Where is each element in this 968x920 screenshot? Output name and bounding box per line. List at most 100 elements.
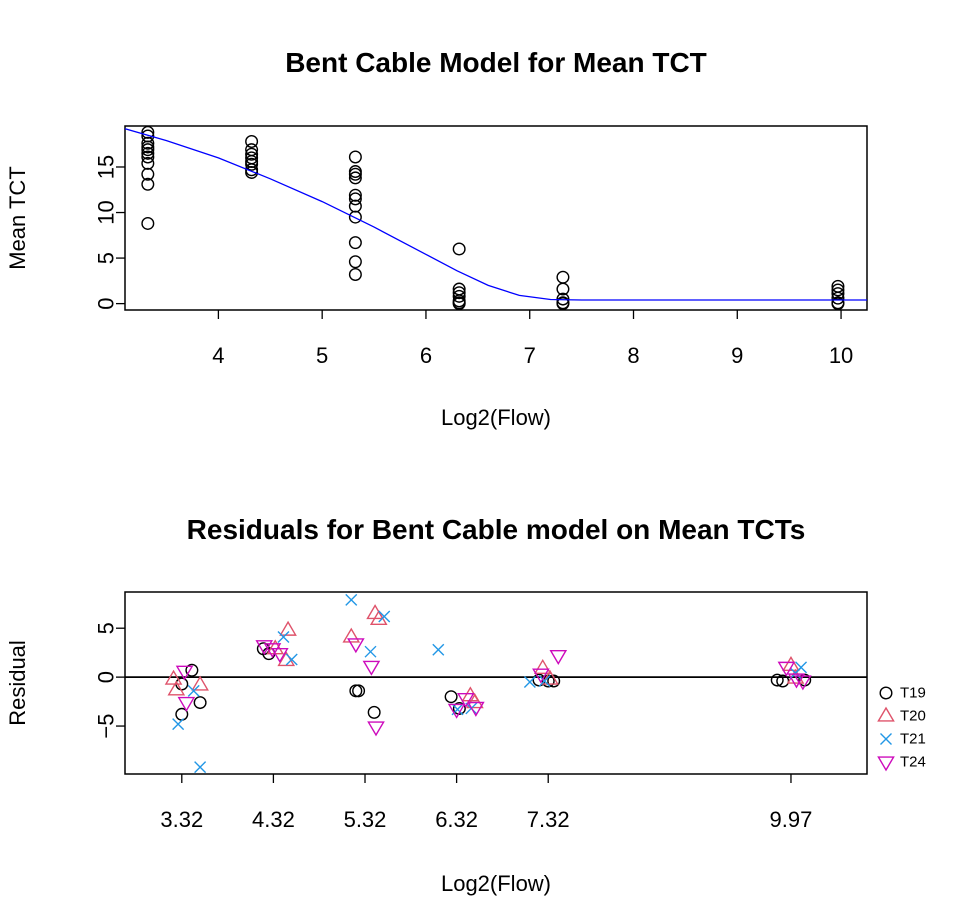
y-tick-label: 15 xyxy=(94,155,119,179)
x-tick-label: 5 xyxy=(316,343,328,368)
data-point xyxy=(444,690,458,704)
top-plot-marks xyxy=(124,125,867,311)
data-point xyxy=(378,610,391,623)
data-point xyxy=(452,289,466,303)
data-point xyxy=(342,627,361,643)
data-point xyxy=(345,593,358,606)
series-t21 xyxy=(172,593,808,774)
x-tick-label: 4.32 xyxy=(252,807,295,832)
data-point xyxy=(367,705,381,719)
data-point xyxy=(831,297,845,311)
data-point xyxy=(556,282,570,296)
data-point xyxy=(263,643,282,659)
legend-label: T19 xyxy=(900,685,926,702)
bottom-plot-frame xyxy=(124,591,868,775)
data-point xyxy=(141,136,155,150)
y-tick-label: 10 xyxy=(94,200,119,224)
series-t20 xyxy=(164,604,805,709)
data-point xyxy=(348,255,362,269)
data-point xyxy=(556,270,570,284)
data-point xyxy=(245,157,259,171)
y-tick-label: 0 xyxy=(94,671,119,683)
data-point xyxy=(141,143,155,157)
data-point xyxy=(831,291,845,305)
data-point xyxy=(277,651,296,667)
x-tick-label: 3.32 xyxy=(160,807,203,832)
top-chart: Bent Cable Model for Mean TCT 0 5 10 15 4 5 6… xyxy=(5,47,868,430)
data-point xyxy=(245,147,259,161)
data-point xyxy=(549,649,568,665)
data-point xyxy=(285,653,298,666)
series-t24 xyxy=(175,638,812,737)
x-tick-label: 10 xyxy=(829,343,853,368)
top-plot-frame xyxy=(124,125,868,311)
data-point xyxy=(245,165,259,179)
data-point xyxy=(141,146,155,160)
data-point xyxy=(141,216,155,230)
data-point xyxy=(538,675,551,688)
data-point xyxy=(141,150,155,164)
bottom-legend: T19 T20 T21 T24 xyxy=(877,685,926,772)
x-tick-label: 7.32 xyxy=(527,807,570,832)
data-point xyxy=(348,199,362,213)
bottom-plot-marks xyxy=(164,593,812,774)
data-point xyxy=(523,676,536,689)
y-tick-label: 5 xyxy=(94,252,119,264)
data-point xyxy=(349,684,363,698)
legend-symbol xyxy=(877,756,895,772)
data-point xyxy=(432,643,445,656)
data-point xyxy=(348,236,362,250)
data-point xyxy=(175,665,194,681)
data-point xyxy=(541,669,559,685)
x-tick-label: 5.32 xyxy=(344,807,387,832)
data-point xyxy=(466,693,484,709)
x-tick-label: 4 xyxy=(212,343,224,368)
data-point xyxy=(141,167,155,181)
data-point xyxy=(167,680,186,696)
data-point xyxy=(782,656,800,672)
data-point xyxy=(467,701,485,717)
bottom-y-axis-label: Residual xyxy=(5,640,30,726)
data-point xyxy=(185,663,199,677)
fitted-curve-line xyxy=(124,128,867,301)
data-point xyxy=(348,210,362,224)
data-point xyxy=(191,675,209,691)
data-point xyxy=(532,668,550,684)
y-tick-label: −5 xyxy=(94,714,119,739)
legend-label: T21 xyxy=(900,731,926,748)
data-point xyxy=(194,761,207,774)
data-point xyxy=(177,696,196,712)
legend-symbol xyxy=(879,686,893,700)
data-point xyxy=(193,696,207,710)
data-point xyxy=(164,669,183,685)
data-point xyxy=(277,631,290,644)
data-point xyxy=(556,297,570,311)
x-tick-label: 9.97 xyxy=(770,807,813,832)
y-tick-label: 5 xyxy=(94,622,119,634)
top-x-axis: 4 5 6 7 8 9 10 xyxy=(212,310,853,368)
data-point xyxy=(362,660,381,676)
top-x-axis-label: Log2(Flow) xyxy=(441,405,551,430)
data-point xyxy=(255,640,274,656)
data-point xyxy=(787,673,806,689)
x-tick-label: 6.32 xyxy=(435,807,478,832)
x-tick-label: 6 xyxy=(420,343,432,368)
x-tick-label: 9 xyxy=(731,343,743,368)
data-point xyxy=(795,661,808,674)
data-point xyxy=(447,703,466,719)
bottom-chart: Residuals for Bent Cable model on Mean T… xyxy=(5,514,926,896)
data-point xyxy=(172,718,185,731)
data-point xyxy=(452,297,466,311)
legend-label: T20 xyxy=(900,708,926,725)
data-point xyxy=(348,150,362,164)
data-point xyxy=(364,645,377,658)
data-point xyxy=(348,192,362,206)
top-chart-title: Bent Cable Model for Mean TCT xyxy=(285,47,707,78)
data-point xyxy=(777,661,796,677)
bottom-x-axis-label: Log2(Flow) xyxy=(441,871,551,896)
data-point xyxy=(187,684,200,697)
x-tick-label: 8 xyxy=(627,343,639,368)
legend-symbol xyxy=(880,733,892,745)
data-point xyxy=(367,721,385,737)
series-points xyxy=(141,125,845,311)
